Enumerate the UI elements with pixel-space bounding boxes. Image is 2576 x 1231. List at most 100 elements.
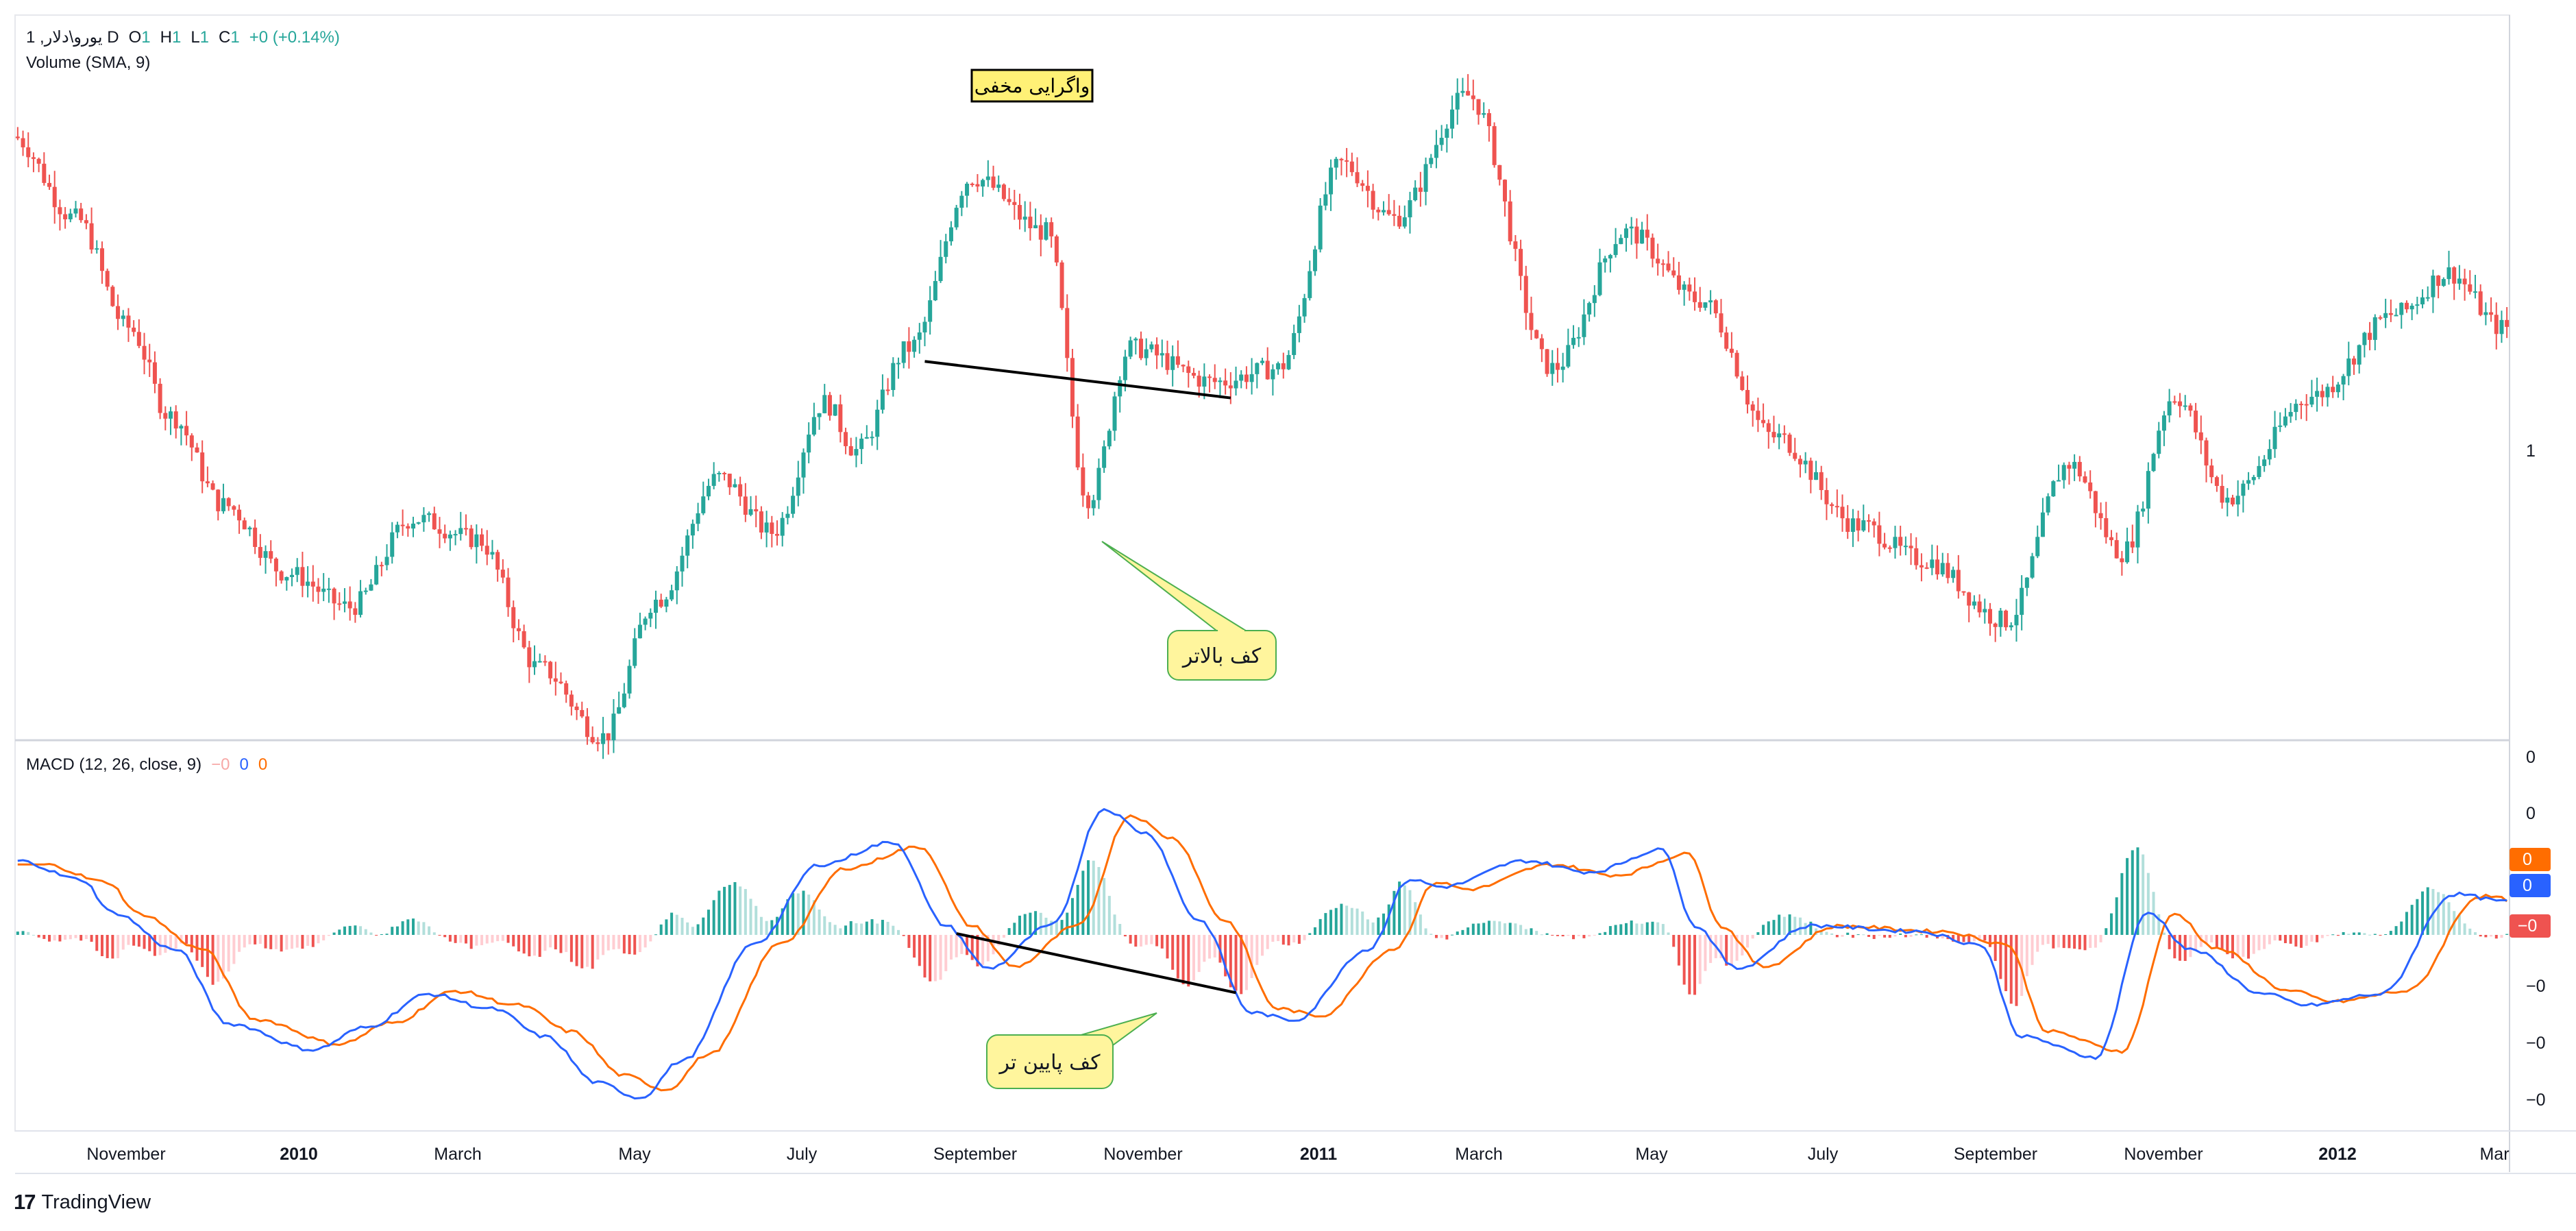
candle-body <box>1033 225 1038 229</box>
price-candle <box>2172 395 2177 405</box>
macd-hist-bar <box>1535 931 1538 935</box>
candle-body <box>2446 267 2451 280</box>
candle-body <box>1349 161 1354 173</box>
price-candle <box>406 523 410 537</box>
candle-body <box>733 484 737 487</box>
macd-hist-bar <box>69 935 72 940</box>
price-candle <box>1729 332 1734 358</box>
price-candle <box>2194 402 2198 439</box>
macd-hist-bar <box>443 935 447 938</box>
volume-legend[interactable]: Volume (SMA, 9) <box>26 53 150 73</box>
candle-body <box>1961 591 1966 593</box>
macd-hist-bar <box>1408 890 1412 935</box>
macd-hist-bar <box>1445 935 1449 940</box>
candle-body <box>1676 275 1681 290</box>
price-candle <box>1819 465 1824 500</box>
price-candle <box>290 568 295 587</box>
price-candle <box>1365 170 1370 208</box>
candle-body <box>1239 374 1244 381</box>
price-candle <box>1218 377 1223 397</box>
tradingview-logo[interactable]: 17 TradingView <box>14 1190 151 1215</box>
macd-hist-bar <box>1313 927 1316 935</box>
macd-hist-bar <box>2273 935 2277 941</box>
candle-body <box>463 528 468 530</box>
price-candle <box>1946 553 1950 584</box>
candle-body <box>258 547 262 558</box>
price-candle <box>2157 422 2161 459</box>
price-candle <box>1603 256 1608 273</box>
macd-hist-bar <box>1508 923 1512 935</box>
macd-hist-bar <box>818 910 821 935</box>
price-candle <box>26 132 31 168</box>
candle-body <box>1007 199 1011 202</box>
candle-body <box>1276 363 1281 369</box>
price-candle <box>2004 609 2009 631</box>
candle-body <box>875 409 880 437</box>
price-candle <box>1239 370 1244 389</box>
macd-hist-bar <box>338 929 341 935</box>
candle-body <box>1650 237 1655 259</box>
candle-body <box>833 404 837 416</box>
macd-hist-bar <box>2416 899 2419 935</box>
price-candle <box>1418 171 1423 207</box>
macd-hist-bar <box>211 935 214 985</box>
macd-hist-bar <box>2004 935 2008 992</box>
price-candle <box>490 539 495 560</box>
candle-body <box>152 362 157 384</box>
candle-body <box>2409 306 2414 310</box>
price-candle <box>1018 193 1022 230</box>
price-candle <box>2051 480 2056 497</box>
candle-body <box>242 520 247 530</box>
macd-hist-bar <box>860 923 863 935</box>
price-candle <box>1850 509 1855 548</box>
price-candle <box>1260 357 1264 365</box>
candle-body <box>1766 423 1771 432</box>
price-candle <box>1793 437 1798 461</box>
candle-body <box>2135 511 2140 548</box>
candle-body <box>1181 365 1186 367</box>
candle-body <box>1697 302 1702 308</box>
candle-body <box>1903 546 1908 548</box>
price-candle <box>1903 536 1908 556</box>
price-candle <box>2030 552 2035 579</box>
candle-body <box>321 588 326 592</box>
price-candle <box>2320 385 2324 406</box>
candle-body <box>310 581 315 587</box>
macd-hist-bar <box>95 935 99 951</box>
candle-body <box>232 506 236 510</box>
macd-hist-bar <box>1467 927 1470 935</box>
ohlc-low: L1 <box>191 27 210 47</box>
candle-body <box>670 590 674 600</box>
macd-hist-bar <box>585 935 589 967</box>
price-candle <box>1856 510 1861 541</box>
candle-body <box>1729 348 1734 353</box>
candle-body <box>2130 541 2135 548</box>
price-candle <box>1956 554 1961 599</box>
macd-hist-bar <box>933 935 937 982</box>
price-candle <box>2093 491 2098 528</box>
macd-hist-bar <box>269 935 273 949</box>
macd-hist-bar <box>765 921 768 935</box>
price-candle <box>907 327 911 369</box>
macd-hist-bar <box>543 935 547 951</box>
candle-body <box>2420 297 2425 305</box>
price-candle <box>838 394 843 443</box>
macd-hist-bar <box>549 935 552 948</box>
price-candle <box>2425 286 2430 302</box>
candle-body <box>1234 380 1238 389</box>
macd-hist-bar <box>1983 935 1987 941</box>
macd-hist-bar <box>792 893 795 935</box>
price-candle <box>807 422 811 463</box>
macd-hist-bar <box>317 935 320 944</box>
candle-body <box>1808 461 1813 480</box>
price-candle <box>2098 502 2103 530</box>
price-candle <box>854 437 859 467</box>
price-candle <box>1640 221 1645 244</box>
macd-legend[interactable]: MACD (12, 26, close, 9) −0 0 0 <box>26 755 267 775</box>
macd-hist-bar <box>633 935 637 955</box>
macd-hist-bar <box>1582 935 1586 938</box>
candle-body <box>516 628 521 631</box>
price-candle <box>105 268 110 291</box>
